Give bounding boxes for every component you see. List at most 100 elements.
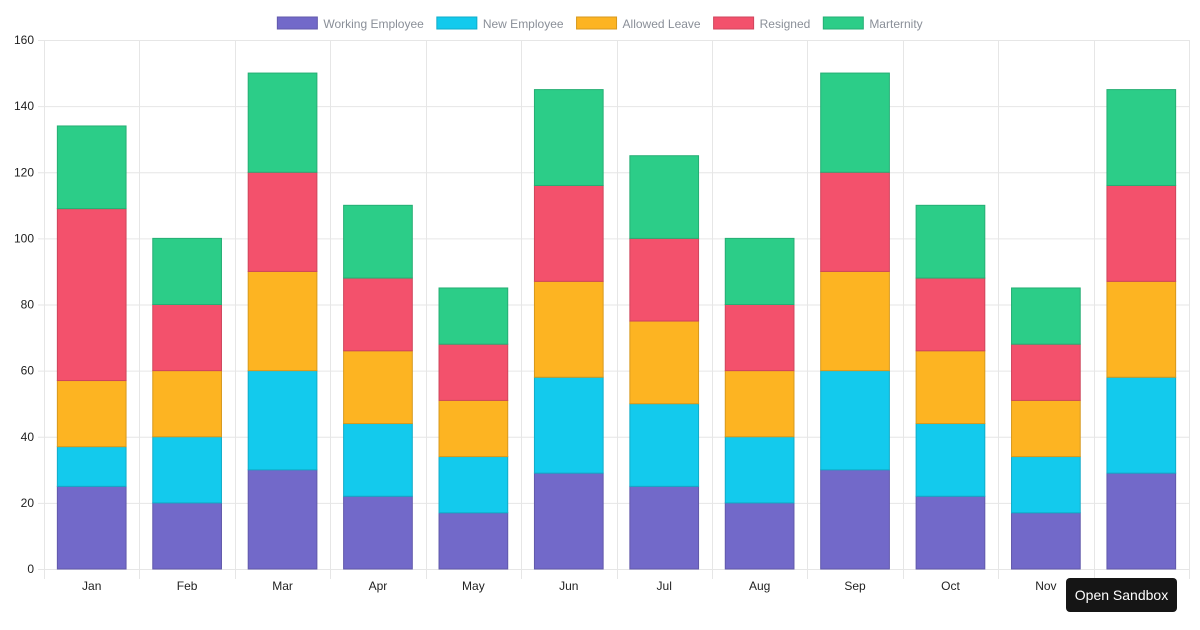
bar-segment[interactable] [247, 171, 318, 272]
y-tick-label: 100 [14, 231, 34, 245]
x-tick-label: Oct [941, 579, 960, 593]
legend-item[interactable]: Resigned [713, 16, 811, 31]
legend-label: Marternity [869, 17, 922, 31]
x-tick-label: Feb [177, 579, 198, 593]
bar-segment[interactable] [247, 370, 318, 471]
bar-segment[interactable] [438, 456, 509, 514]
legend-swatch [276, 16, 318, 30]
legend-swatch [713, 16, 755, 30]
bar-segment[interactable] [724, 304, 795, 372]
bar-segment[interactable] [629, 320, 700, 405]
bar-segment[interactable] [438, 399, 509, 458]
bar-segment[interactable] [56, 125, 127, 210]
bar-segment[interactable] [343, 350, 413, 425]
bar-segment[interactable] [1011, 287, 1081, 345]
bar-segment[interactable] [820, 171, 890, 272]
bar-segment[interactable] [724, 502, 795, 570]
x-tick-label: Aug [749, 579, 770, 593]
x-tick-label: Sep [844, 579, 866, 593]
bar-segment[interactable] [56, 485, 127, 570]
bar-segment[interactable] [629, 485, 700, 570]
x-tick-label: Mar [272, 579, 293, 593]
x-tick-label: Nov [1035, 579, 1056, 593]
bar-segment[interactable] [724, 436, 795, 504]
bar-segment[interactable] [152, 237, 222, 305]
legend-swatch [576, 16, 618, 30]
bar-segment[interactable] [629, 155, 700, 239]
bar-segment[interactable] [247, 72, 318, 173]
y-tick-label: 80 [21, 298, 35, 312]
bar-segment[interactable] [915, 495, 986, 570]
y-tick-label: 0 [27, 562, 34, 576]
bar-segment[interactable] [1106, 89, 1177, 186]
bar-segment[interactable] [820, 72, 890, 173]
bar-segment[interactable] [533, 89, 604, 186]
bar-segment[interactable] [820, 469, 890, 570]
legend-label: Resigned [760, 17, 811, 31]
x-tick-label: May [462, 579, 485, 593]
open-sandbox-button[interactable]: Open Sandbox [1066, 578, 1177, 612]
bar-segment[interactable] [343, 277, 413, 352]
axes: 0 20 40 60 80 100 120 140 160 Jan Feb Mar Apr May Jun J… [14, 33, 1152, 593]
x-tick-label: Jun [559, 579, 578, 593]
x-tick-label: Jul [657, 579, 672, 593]
bar-segment[interactable] [533, 472, 604, 570]
bar-segment[interactable] [56, 380, 127, 448]
y-tick-label: 60 [21, 364, 35, 378]
bar-segment[interactable] [533, 184, 604, 282]
bar-segment[interactable] [152, 304, 222, 372]
legend[interactable]: Working Employee New Employee Allowed Leav… [276, 16, 923, 31]
bar-segment[interactable] [820, 370, 890, 471]
bar-segment[interactable] [56, 446, 127, 487]
bar-segment[interactable] [56, 208, 127, 382]
y-tick-label: 120 [14, 165, 34, 179]
legend-label: New Employee [483, 17, 564, 31]
bar-segment[interactable] [724, 237, 795, 305]
legend-item[interactable]: New Employee [436, 16, 564, 31]
grid-lines [38, 40, 1190, 579]
bar-segment[interactable] [247, 469, 318, 570]
bar-segment[interactable] [247, 270, 318, 372]
bar-segment[interactable] [724, 370, 795, 438]
bar-segment[interactable] [915, 277, 986, 352]
bar-segment[interactable] [343, 423, 413, 497]
bar-segment[interactable] [152, 436, 222, 504]
bar-segment[interactable] [820, 270, 890, 372]
bar-segment[interactable] [343, 495, 413, 570]
bar-segment[interactable] [629, 237, 700, 322]
bar-segment[interactable] [533, 280, 604, 378]
bar-segment[interactable] [1106, 472, 1177, 570]
legend-item[interactable]: Allowed Leave [576, 16, 701, 31]
y-tick-label: 160 [14, 33, 34, 47]
y-tick-label: 140 [14, 99, 34, 113]
bar-segment[interactable] [915, 350, 986, 425]
x-tick-label: Apr [369, 579, 388, 593]
bar-segment[interactable] [438, 343, 509, 401]
bar-segment[interactable] [1106, 376, 1177, 474]
bar-segment[interactable] [152, 370, 222, 438]
bar-segment[interactable] [1011, 512, 1081, 570]
legend-item[interactable]: Marternity [822, 16, 923, 31]
bar-segment[interactable] [533, 376, 604, 474]
bar-segment[interactable] [1011, 343, 1081, 401]
bar-segment[interactable] [629, 403, 700, 487]
bar-segment[interactable] [438, 512, 509, 570]
bar-segment[interactable] [915, 423, 986, 497]
bar-segment[interactable] [1011, 399, 1081, 458]
legend-label: Allowed Leave [623, 17, 701, 31]
legend-label: Working Employee [323, 17, 424, 31]
bar-segment[interactable] [438, 287, 509, 345]
bar-segment[interactable] [1106, 184, 1177, 282]
bar-segment[interactable] [1011, 456, 1081, 514]
legend-swatch [436, 16, 478, 30]
bar-segment[interactable] [1106, 280, 1177, 378]
x-tick-label: Jan [82, 579, 101, 593]
y-tick-label: 40 [21, 430, 35, 444]
bar-segment[interactable] [152, 502, 222, 570]
bars [56, 72, 1177, 570]
legend-swatch [822, 16, 864, 30]
bar-segment[interactable] [915, 204, 986, 279]
legend-item[interactable]: Working Employee [276, 16, 424, 31]
bar-segment[interactable] [343, 204, 413, 279]
